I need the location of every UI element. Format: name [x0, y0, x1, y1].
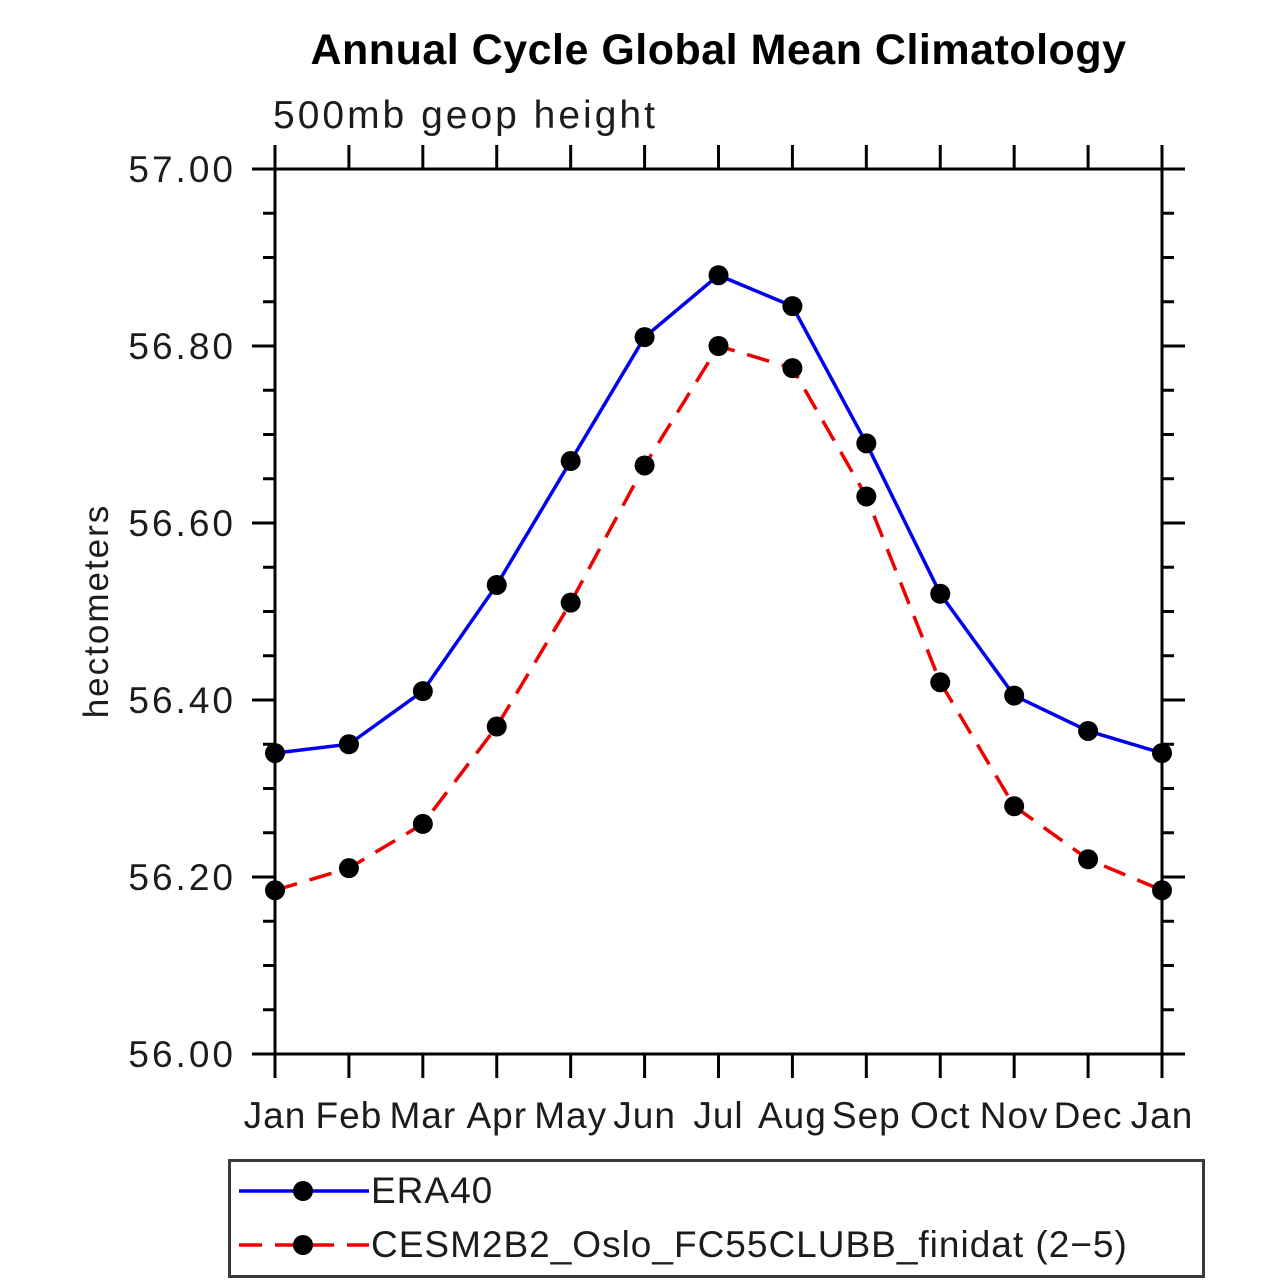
- x-tick-label: Jan: [244, 1095, 307, 1136]
- data-point-marker: [634, 327, 655, 348]
- y-tick-label: 56.60: [128, 503, 236, 544]
- legend-item-cesm: CESM2B2_Oslo_FC55CLUBB_finidat (2−5): [239, 1223, 1128, 1267]
- data-point-marker: [782, 296, 803, 317]
- legend-label-cesm: CESM2B2_Oslo_FC55CLUBB_finidat (2−5): [371, 1224, 1128, 1265]
- x-tick-label: Jul: [693, 1095, 743, 1136]
- legend-item-era40: ERA40: [239, 1169, 493, 1213]
- cesm-line: [274, 343, 1163, 892]
- y-tick-label: 56.20: [128, 857, 236, 898]
- x-tick-label: Jan: [1131, 1095, 1194, 1136]
- x-tick-label: Aug: [758, 1095, 827, 1136]
- x-tick-label: Oct: [910, 1095, 971, 1136]
- cesm-line-sample: [239, 1235, 369, 1255]
- x-tick-label: Mar: [389, 1095, 456, 1136]
- data-point-marker: [634, 455, 655, 476]
- data-point-marker: [486, 574, 507, 595]
- data-point-marker: [1152, 880, 1172, 901]
- data-point-marker: [708, 336, 729, 356]
- y-tick-label: 56.80: [128, 326, 236, 367]
- data-point-marker: [782, 358, 803, 379]
- data-point-marker: [412, 681, 433, 702]
- legend-marker-sample: [293, 1235, 313, 1255]
- x-tick-label: Apr: [466, 1095, 527, 1136]
- data-point-marker: [1078, 720, 1099, 741]
- y-tick-label: 56.00: [128, 1034, 236, 1075]
- data-point-marker: [265, 743, 285, 764]
- data-point-marker: [1004, 796, 1025, 817]
- era40-line-sample: [239, 1181, 369, 1201]
- x-tick-label: Dec: [1054, 1095, 1123, 1136]
- x-tick-label: Feb: [316, 1095, 383, 1136]
- x-tick-label: May: [534, 1095, 607, 1136]
- chart-title: Annual Cycle Global Mean Climatology: [310, 26, 1127, 74]
- data-point-marker: [1152, 743, 1172, 764]
- x-tick-label: Nov: [980, 1095, 1049, 1136]
- data-point-marker: [265, 880, 285, 901]
- plot-frame: [273, 167, 1164, 1056]
- chart-subtitle: 500mb geop height: [273, 94, 658, 137]
- x-tick-label: Sep: [832, 1095, 901, 1136]
- data-point-marker: [930, 672, 951, 693]
- data-point-marker: [1078, 849, 1099, 870]
- legend: ERA40 CESM2B2_Oslo_FC55CLUBB_finidat (2−…: [228, 1159, 1205, 1278]
- data-point-marker: [856, 433, 877, 454]
- data-point-marker: [708, 265, 729, 286]
- data-point-marker: [560, 592, 581, 613]
- y-tick-label: 56.40: [128, 680, 236, 721]
- data-point-marker: [1004, 685, 1025, 706]
- legend-label-era40: ERA40: [371, 1170, 494, 1211]
- y-tick-label: 57.00: [128, 149, 236, 190]
- data-point-marker: [930, 583, 951, 604]
- data-point-marker: [412, 813, 433, 834]
- data-point-marker: [338, 734, 359, 755]
- data-point-marker: [338, 858, 359, 879]
- x-tick-label: Jun: [613, 1095, 676, 1136]
- data-point-marker: [560, 451, 581, 472]
- legend-marker-sample: [293, 1181, 313, 1201]
- data-point-marker: [486, 716, 507, 737]
- data-point-marker: [856, 486, 877, 507]
